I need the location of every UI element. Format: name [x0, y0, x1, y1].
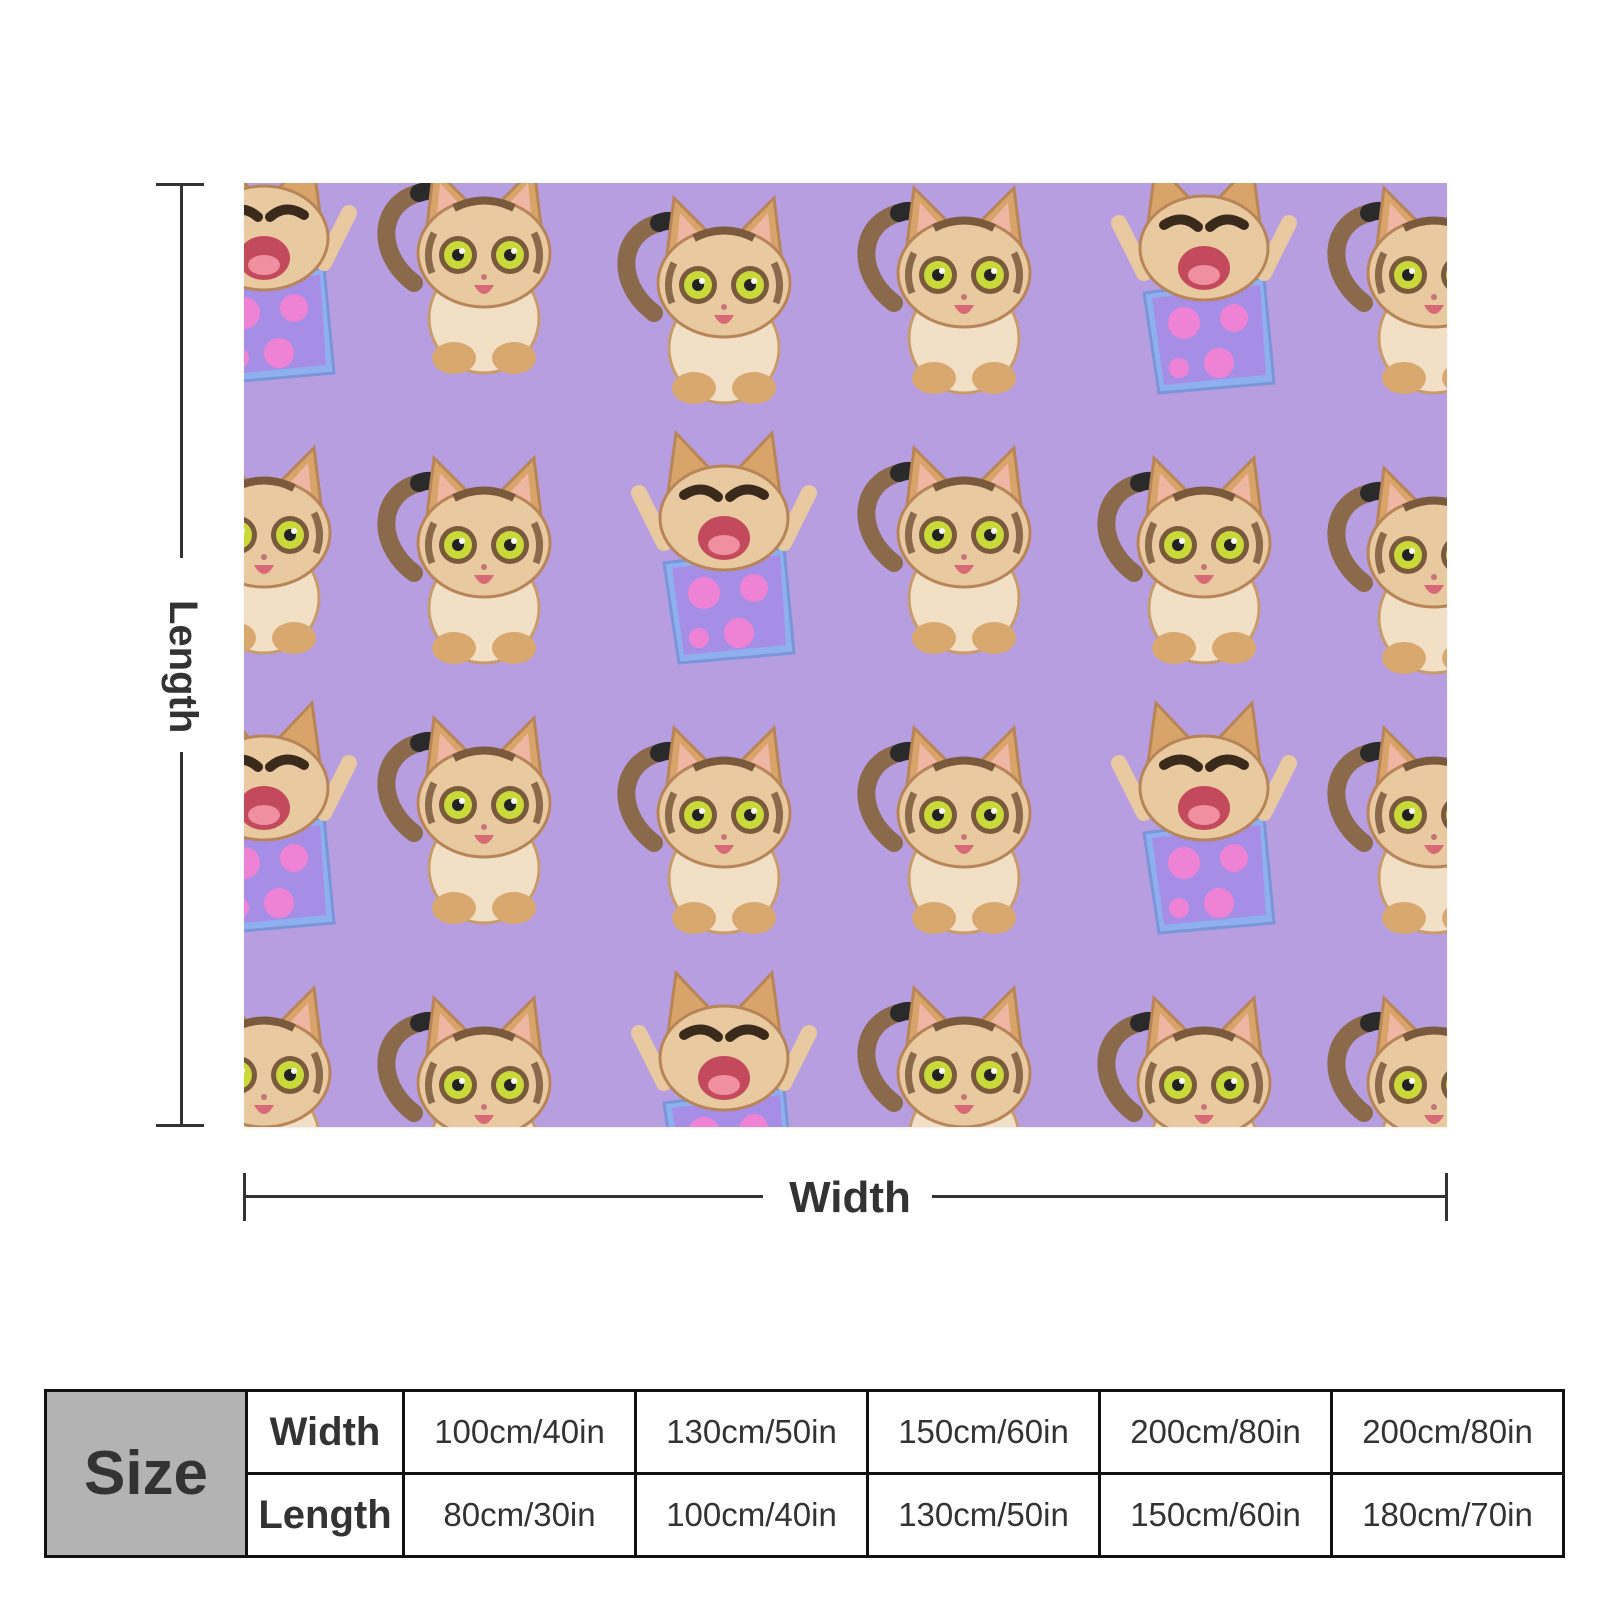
width-cell: 200cm/80in [1098, 1389, 1333, 1475]
size-table: Size Width 100cm/40in 130cm/50in 150cm/6… [44, 1389, 1565, 1558]
width-cell: 100cm/40in [402, 1389, 637, 1475]
length-cell: 100cm/40in [634, 1472, 869, 1558]
width-cell: 130cm/50in [634, 1389, 869, 1475]
length-cell: 130cm/50in [866, 1472, 1101, 1558]
length-cell: 80cm/30in [402, 1472, 637, 1558]
length-dimension-label: Length [161, 600, 205, 734]
table-row-width: Size Width 100cm/40in 130cm/50in 150cm/6… [44, 1389, 1565, 1558]
width-row-header: Width [245, 1389, 405, 1475]
length-cell: 180cm/70in [1330, 1472, 1565, 1558]
length-row-header: Length [245, 1472, 405, 1558]
width-dimension-label: Width [789, 1173, 911, 1222]
width-dimension-line-right [932, 1195, 1448, 1198]
width-cell: 150cm/60in [866, 1389, 1101, 1475]
blanket-image [244, 183, 1447, 1127]
width-dimension-right-cap [1445, 1173, 1448, 1221]
size-table-title: Size [44, 1389, 248, 1558]
table-row-length: Length 80cm/30in 100cm/40in 130cm/50in 1… [46, 1472, 1565, 1558]
length-dimension-line-top [180, 183, 183, 558]
width-dimension-line-left [243, 1195, 763, 1198]
length-dimension-bottom-cap [156, 1124, 204, 1127]
length-cell: 150cm/60in [1098, 1472, 1333, 1558]
length-dimension-line-bottom [180, 752, 183, 1127]
width-cell: 200cm/80in [1330, 1389, 1565, 1475]
